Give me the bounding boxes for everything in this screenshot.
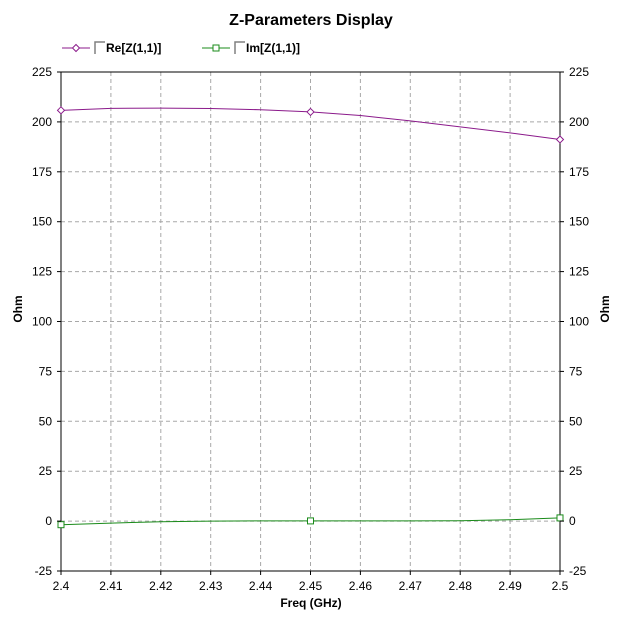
y-tick-label-left: 200	[32, 115, 52, 129]
legend-label: Re[Z(1,1)]	[106, 41, 161, 55]
y-tick-label-left: 25	[39, 464, 53, 478]
y-tick-label-left: 225	[32, 65, 52, 79]
y-tick-label-right: 225	[569, 65, 589, 79]
x-tick-label: 2.44	[249, 579, 273, 593]
legend-label: Im[Z(1,1)]	[246, 41, 300, 55]
plot-area	[60, 71, 561, 572]
data-point	[307, 517, 314, 525]
x-tick-label: 2.49	[498, 579, 522, 593]
x-tick-label: 2.47	[399, 579, 423, 593]
y-tick-label-left: 150	[32, 215, 52, 229]
legend-swatch-marker	[71, 43, 81, 53]
series-1	[56, 106, 565, 144]
data-point	[555, 135, 565, 144]
y-tick-label-left: 50	[39, 414, 53, 428]
legend-item-1: Re[Z(1,1)]	[62, 41, 161, 55]
y-tick-label-right: 150	[569, 215, 589, 229]
y-tick-label-right: 125	[569, 265, 589, 279]
data-point	[56, 106, 66, 115]
axis-ticks: 2.4 2.41 2.42 2.43 2.44 2.45 2.46 2.47 2.48 2.49 2…	[32, 65, 589, 593]
legend-swatch-marker	[212, 44, 220, 52]
x-tick-label: 2.42	[149, 579, 173, 593]
legend-bracket-icon	[94, 41, 105, 54]
y-tick-label-left: 75	[39, 364, 53, 378]
y-tick-label-left: 175	[32, 165, 52, 179]
chart-title: Z-Parameters Display	[229, 12, 393, 29]
y-tick-label-left: -25	[35, 564, 53, 578]
grid	[61, 72, 560, 571]
x-tick-label: 2.46	[349, 579, 373, 593]
y-axis-label-right: Ohm	[598, 295, 612, 322]
y-tick-label-left: 100	[32, 315, 52, 329]
legend-item-2: Im[Z(1,1)]	[202, 41, 300, 55]
legend: Re[Z(1,1)] Im[Z(1,1)]	[62, 41, 300, 55]
x-tick-label: 2.41	[99, 579, 123, 593]
y-tick-label-right: 200	[569, 115, 589, 129]
x-tick-label: 2.45	[299, 579, 323, 593]
y-tick-label-right: 100	[569, 315, 589, 329]
y-tick-label-right: -25	[569, 564, 587, 578]
x-axis-label: Freq (GHz)	[280, 596, 341, 610]
data-point	[57, 521, 65, 529]
y-tick-label-right: 175	[569, 165, 589, 179]
y-tick-label-right: 50	[569, 414, 583, 428]
x-tick-label: 2.5	[552, 579, 569, 593]
y-tick-label-right: 25	[569, 464, 583, 478]
y-tick-label-left: 0	[45, 514, 52, 528]
y-axis-label-left: Ohm	[11, 295, 25, 322]
data-point	[306, 107, 315, 117]
x-tick-label: 2.4	[53, 579, 70, 593]
y-tick-label-right: 0	[569, 514, 576, 528]
y-tick-label-left: 125	[32, 265, 52, 279]
y-tick-label-right: 75	[569, 364, 583, 378]
data-point	[556, 514, 564, 522]
legend-bracket-icon	[234, 41, 245, 54]
x-tick-label: 2.43	[199, 579, 223, 593]
x-tick-label: 2.48	[449, 579, 473, 593]
